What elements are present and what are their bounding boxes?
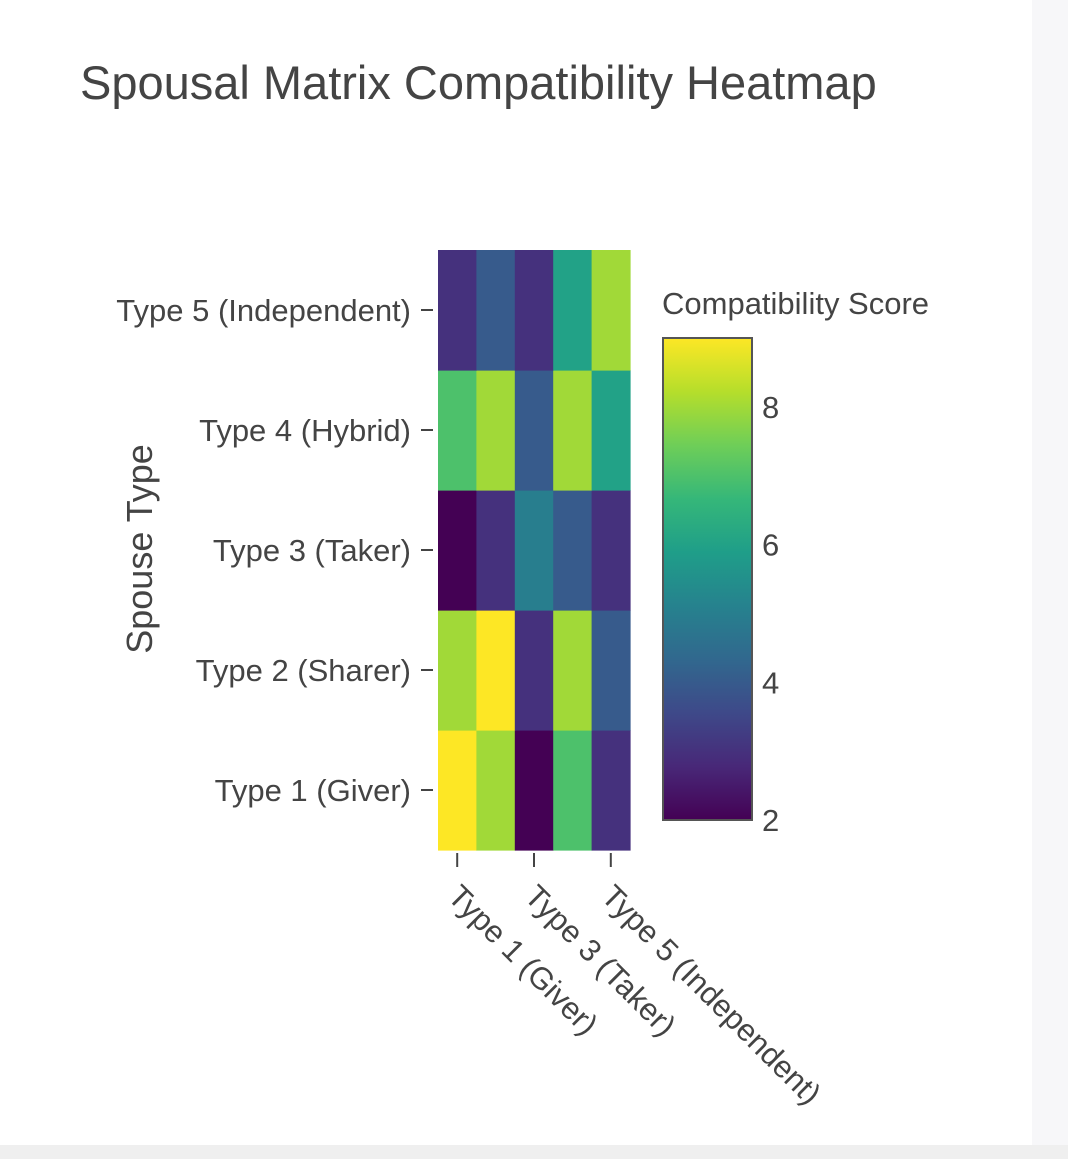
heatmap-cell (476, 370, 516, 491)
colorbar-ticks: 2 4 6 8 (762, 390, 779, 838)
heatmap-cells (438, 250, 631, 851)
colorbar-tick-label: 2 (762, 803, 779, 838)
heatmap-cell (476, 610, 516, 731)
y-tick-label: Type 1 (Giver) (215, 773, 411, 808)
heatmap-cell (553, 370, 593, 491)
heatmap-cell (514, 370, 554, 491)
right-scroll-gutter (1032, 0, 1068, 1159)
heatmap-cell (476, 730, 516, 851)
heatmap-cell (438, 730, 477, 851)
heatmap-cell (514, 250, 554, 371)
bottom-scroll-gutter (0, 1145, 1068, 1159)
heatmap-cell (514, 730, 554, 851)
heatmap-cell (514, 490, 554, 611)
heatmap-cell (438, 610, 477, 731)
heatmap-cell (591, 250, 631, 371)
chart-title: Spousal Matrix Compatibility Heatmap (80, 56, 877, 109)
heatmap-cell (553, 730, 593, 851)
heatmap-cell (591, 490, 631, 611)
heatmap-cell (476, 490, 516, 611)
heatmap-cell (591, 610, 631, 731)
y-axis-title: Spouse Type (119, 444, 160, 654)
heatmap-cell (514, 610, 554, 731)
chart-page: Spousal Matrix Compatibility Heatmap Spo… (80, 56, 930, 1112)
heatmap-cell (553, 490, 593, 611)
heatmap-cell (591, 730, 631, 851)
heatmap-cell (438, 250, 477, 371)
colorbar-tick-label: 4 (762, 665, 779, 700)
heatmap-chart: Spousal Matrix Compatibility Heatmap Spo… (80, 56, 929, 1111)
heatmap-cell (476, 250, 516, 371)
x-axis-ticks: Type 1 (Giver)Type 3 (Taker)Type 5 (Inde… (441, 853, 828, 1111)
heatmap-cell (553, 250, 593, 371)
y-tick-label: Type 2 (Sharer) (196, 653, 411, 688)
y-tick-label: Type 5 (Independent) (116, 293, 411, 328)
y-tick-label: Type 4 (Hybrid) (199, 413, 411, 448)
colorbar-tick-label: 6 (762, 528, 779, 563)
colorbar-title: Compatibility Score (662, 286, 929, 321)
heatmap-cell (438, 370, 477, 491)
heatmap-cell (438, 490, 477, 611)
colorbar-tick-label: 8 (762, 390, 779, 425)
heatmap-cell (591, 370, 631, 491)
y-axis-ticks: Type 1 (Giver) Type 2 (Sharer) Type 3 (Tak… (116, 293, 433, 808)
colorbar (662, 337, 753, 821)
heatmap-cell (553, 610, 593, 731)
y-tick-label: Type 3 (Taker) (213, 533, 411, 568)
